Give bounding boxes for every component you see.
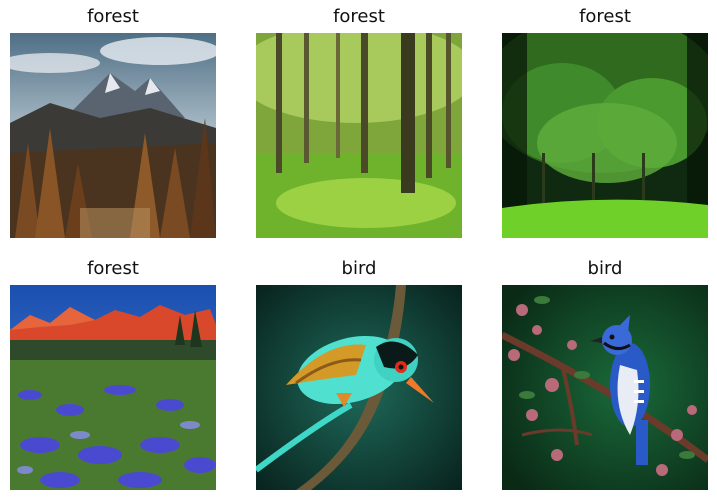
wildflower-meadow-image: [10, 285, 216, 490]
image-label: forest: [579, 6, 631, 27]
image-label: bird: [341, 258, 377, 279]
image-label: forest: [333, 6, 385, 27]
image-label: forest: [87, 6, 139, 27]
image-label: bird: [587, 258, 623, 279]
thumbnail-image: [10, 33, 216, 238]
image-label: forest: [87, 258, 139, 279]
green-canopy-image: [502, 33, 708, 238]
thumbnail-image: [256, 285, 462, 490]
blue-jay-image: [502, 285, 708, 490]
thumbnail-image: [256, 33, 462, 238]
sunlit-woodland-image: [256, 33, 462, 238]
mountain-forest-image: [10, 33, 216, 238]
thumbnail-image: [10, 285, 216, 490]
thumbnail-image: [502, 33, 708, 238]
thumbnail-image: [502, 285, 708, 490]
turquoise-bird-image: [256, 285, 462, 490]
